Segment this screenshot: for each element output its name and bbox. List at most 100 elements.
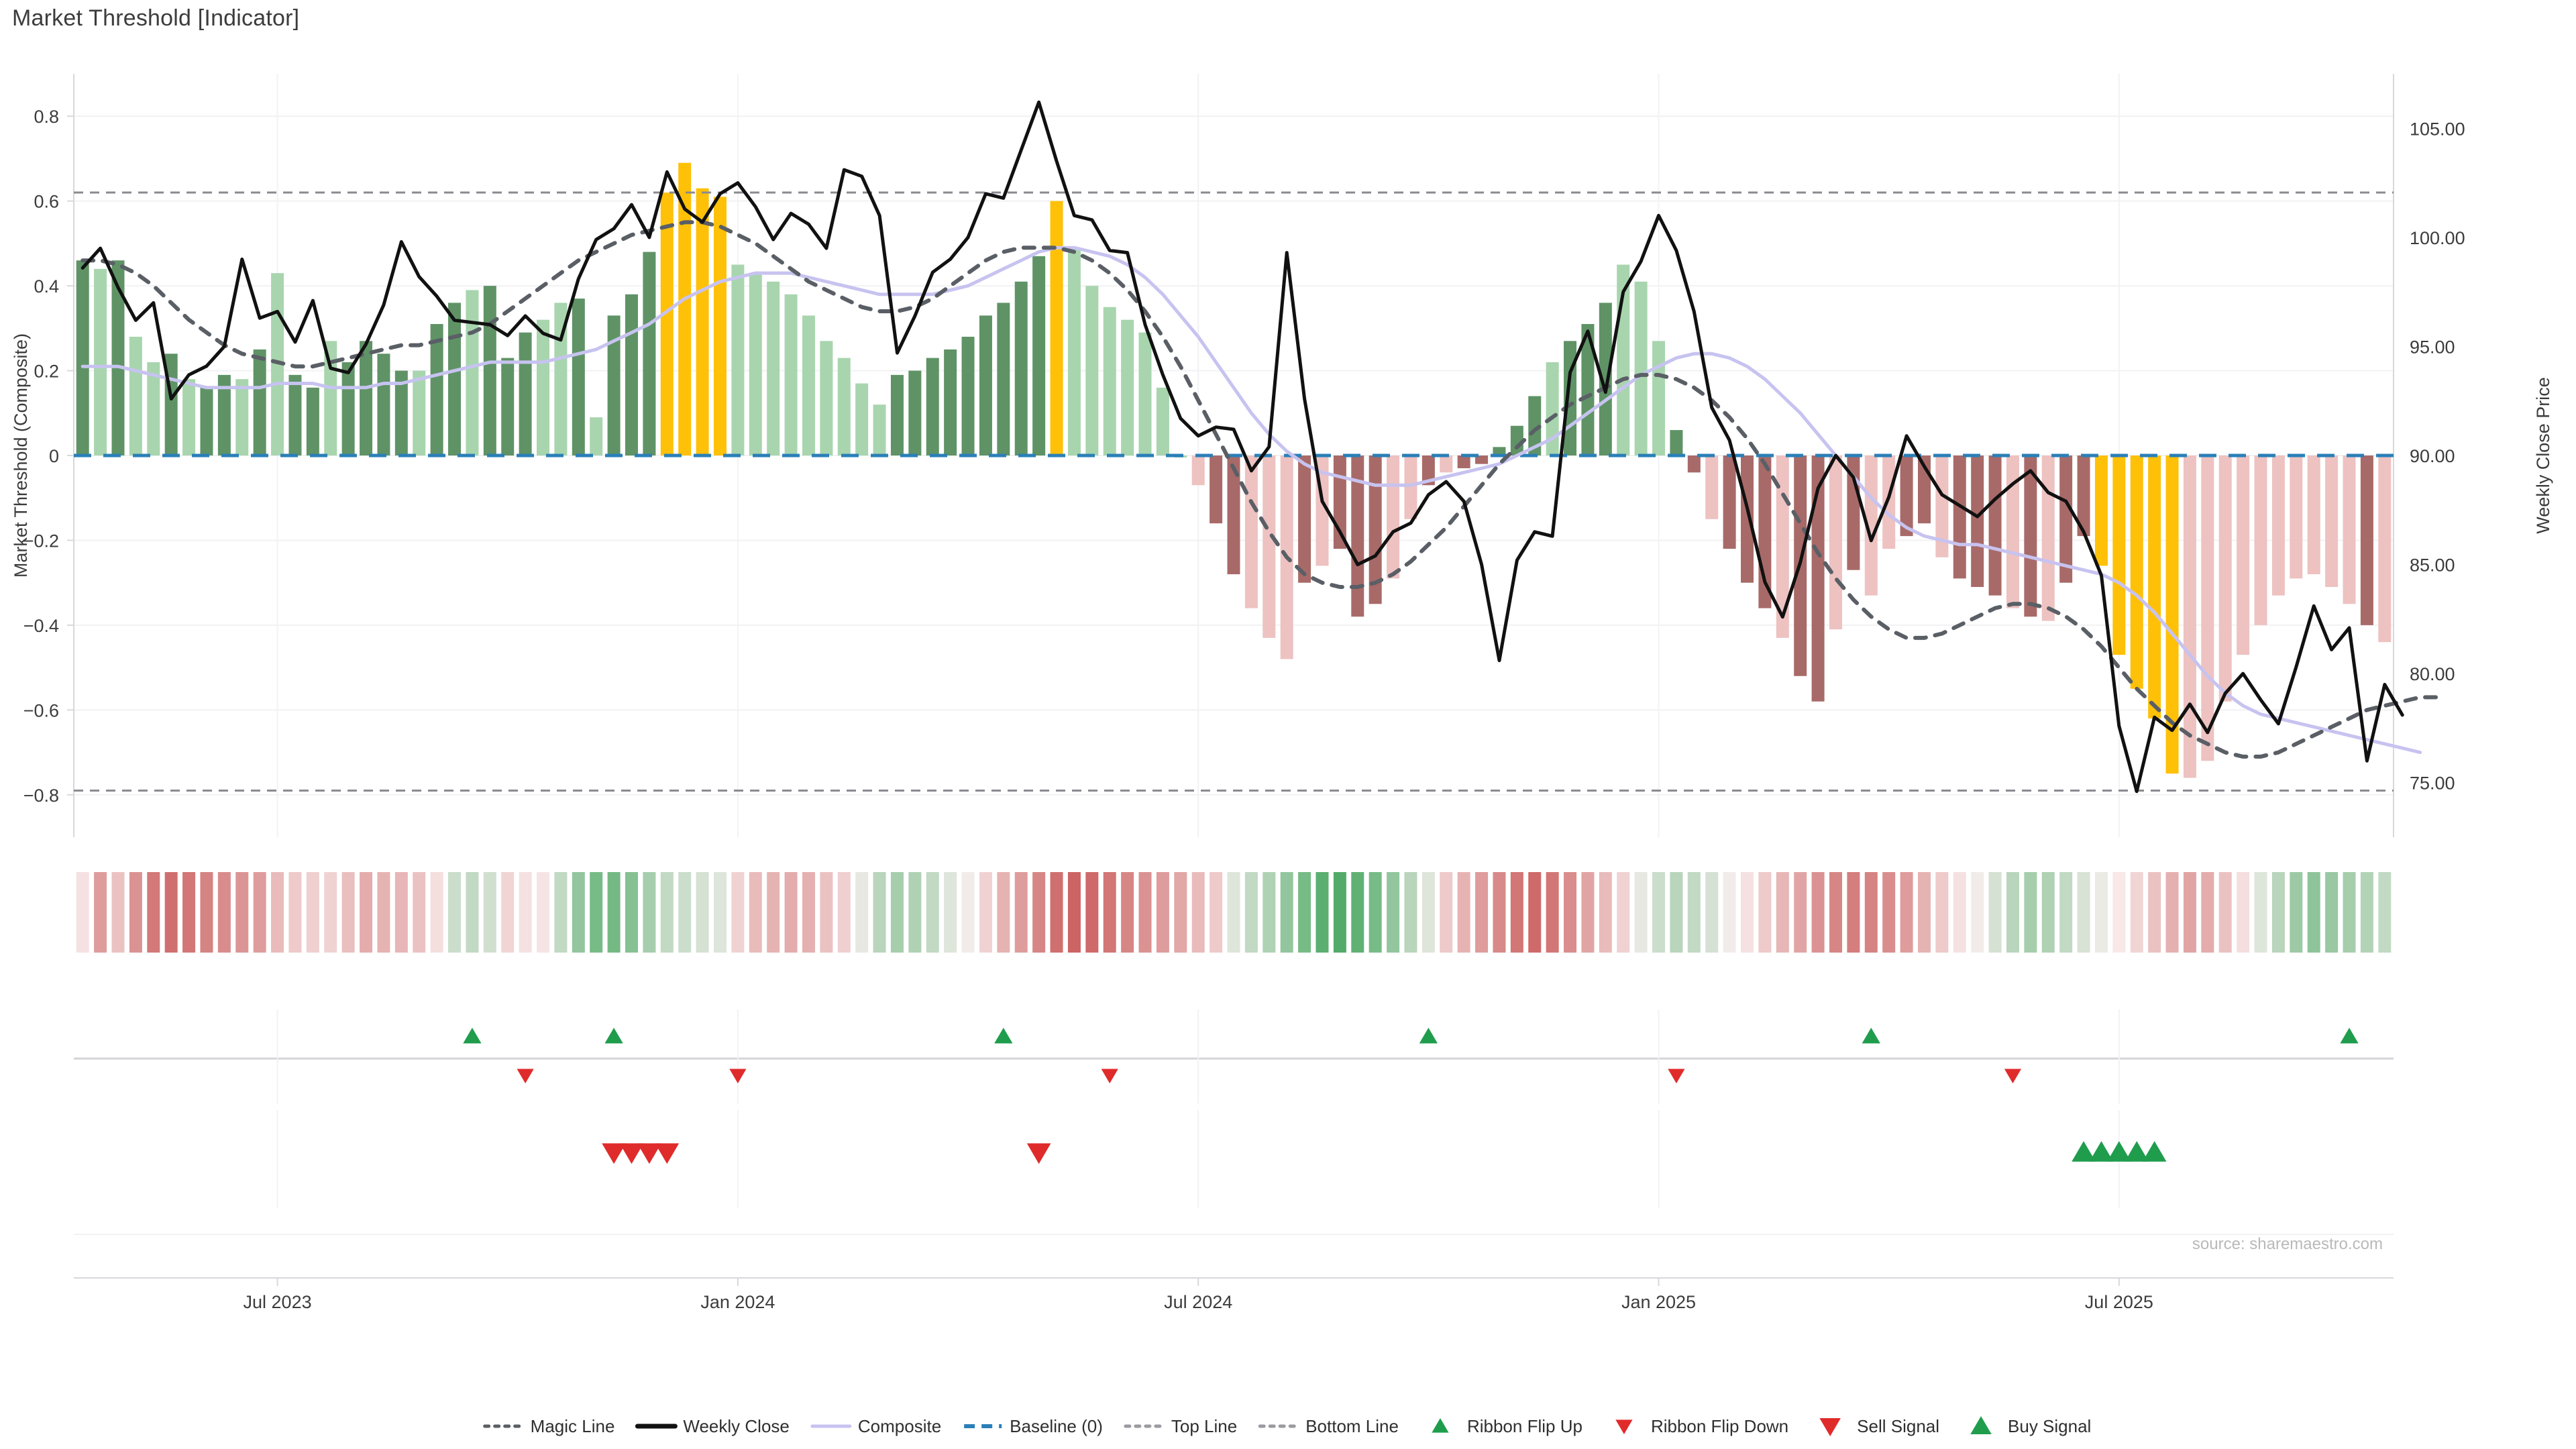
- composite-bar: [2006, 455, 2019, 608]
- ribbon-cell: [1935, 872, 1949, 953]
- ribbon-cell: [1404, 872, 1417, 953]
- composite-bar: [1528, 396, 1542, 455]
- ribbon-cell: [696, 872, 709, 953]
- composite-bar: [1263, 455, 1276, 638]
- ribbon-cell: [2059, 872, 2073, 953]
- ribbon-cell: [324, 872, 337, 953]
- legend-label: Baseline (0): [1010, 1416, 1103, 1436]
- ribbon-cell: [784, 872, 798, 953]
- ribbon-cell: [2325, 872, 2339, 953]
- ribbon-cell: [2218, 872, 2232, 953]
- legend-item: Weekly Close: [635, 1416, 790, 1436]
- ribbon-cell: [1864, 872, 1878, 953]
- ribbon-cell: [1705, 872, 1719, 953]
- ribbon-cell: [271, 872, 284, 953]
- composite-bar: [873, 405, 886, 455]
- ribbon-cell: [767, 872, 780, 953]
- composite-bar: [1156, 387, 1169, 455]
- ribbon-flip-down-marker: [1668, 1069, 1685, 1083]
- ribbon-cell: [430, 872, 443, 953]
- ribbon-flip-up-marker: [463, 1028, 482, 1044]
- composite-bar: [2130, 455, 2143, 689]
- ribbon-cell: [1387, 872, 1400, 953]
- composite-bar: [1440, 455, 1453, 473]
- composite-bar: [944, 349, 957, 455]
- composite-bar: [2237, 455, 2250, 655]
- ribbon-cell: [200, 872, 213, 953]
- composite-bar: [2343, 455, 2356, 604]
- ribbon-cell: [1244, 872, 1258, 953]
- ribbon-cell: [2290, 872, 2303, 953]
- series-lines-layer: [80, 100, 2440, 794]
- composite-bar: [1634, 281, 1648, 455]
- ribbon-flip-down-marker: [1101, 1069, 1118, 1083]
- composite-bar: [341, 362, 355, 455]
- composite-bars-layer: [76, 162, 2392, 778]
- ribbon-cell: [341, 872, 355, 953]
- ribbon-cell: [2130, 872, 2143, 953]
- legend-item: Sell Signal: [1819, 1416, 1939, 1436]
- composite-bar: [519, 332, 532, 455]
- composite-smooth-line: [80, 246, 2422, 755]
- ribbon-cell: [1014, 872, 1028, 953]
- ribbon-cell: [147, 872, 160, 953]
- composite-bar: [1864, 455, 1878, 596]
- ribbon-cell: [997, 872, 1010, 953]
- ribbon-cell: [1316, 872, 1329, 953]
- ribbon-cell: [1758, 872, 1772, 953]
- legend-triangle-up-large-icon: [1970, 1416, 1992, 1434]
- composite-bar: [2024, 455, 2037, 617]
- signal-markers-layer: [74, 1010, 2394, 1235]
- ribbon-cell: [1564, 872, 1577, 953]
- composite-bar: [483, 286, 496, 455]
- ribbon-cell: [1741, 872, 1754, 953]
- left-axis-tick: −0.6: [23, 700, 59, 720]
- composite-bar: [1032, 256, 1046, 455]
- legend-label: Ribbon Flip Down: [1651, 1416, 1788, 1436]
- composite-bar: [111, 260, 125, 455]
- left-axis-tick: 0.4: [34, 276, 59, 297]
- ribbon-cell: [1085, 872, 1099, 953]
- legend-item: Composite: [810, 1416, 941, 1436]
- ribbon-cell: [607, 872, 621, 953]
- composite-bar: [1210, 455, 1223, 524]
- weekly-close-line: [80, 100, 2404, 794]
- composite-bar: [1475, 455, 1489, 464]
- ribbon-flip-down-marker: [729, 1069, 747, 1083]
- composite-bar: [802, 315, 815, 455]
- legend-label: Weekly Close: [683, 1416, 789, 1436]
- right-axis-tick: 105.00: [2410, 119, 2465, 139]
- ribbon-cell: [164, 872, 178, 953]
- ribbon-cell: [873, 872, 886, 953]
- composite-bar: [1882, 455, 1896, 549]
- composite-bar: [1900, 455, 1913, 537]
- composite-bar: [2290, 455, 2303, 579]
- ribbon-cell: [217, 872, 231, 953]
- composite-bar: [235, 379, 249, 455]
- composite-bar: [1387, 455, 1400, 579]
- ribbon-cell: [94, 872, 107, 953]
- left-axis-tick: 0.6: [34, 192, 59, 212]
- ribbon-cell: [2237, 872, 2250, 953]
- ribbon-cell: [1298, 872, 1311, 953]
- composite-bar: [1723, 455, 1736, 549]
- composite-bar: [1368, 455, 1382, 604]
- ribbon-cell: [111, 872, 125, 953]
- composite-bar: [2165, 455, 2179, 774]
- ribbon-cell: [2307, 872, 2320, 953]
- ribbon-cell: [802, 872, 815, 953]
- composite-bar: [2148, 455, 2161, 718]
- composite-bar: [961, 336, 975, 455]
- composite-bar: [537, 319, 550, 455]
- composite-bar: [855, 383, 869, 455]
- composite-bar: [448, 303, 462, 455]
- ribbon-flip-up-marker: [994, 1028, 1013, 1044]
- ribbon-cell: [1546, 872, 1559, 953]
- composite-bar: [2378, 455, 2392, 643]
- ribbon-cell: [660, 872, 674, 953]
- x-axis-tick: Jan 2025: [1621, 1292, 1696, 1312]
- composite-bar: [2094, 455, 2108, 566]
- composite-bar: [129, 336, 142, 455]
- composite-bar: [76, 260, 89, 455]
- composite-bar: [147, 362, 160, 455]
